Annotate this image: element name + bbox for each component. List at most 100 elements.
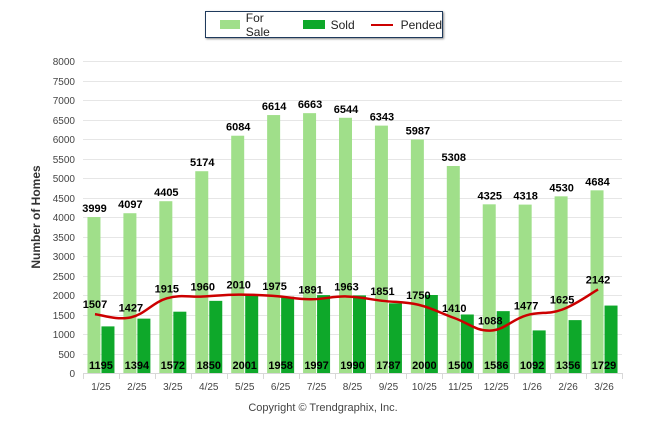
pended-data-label: 1915 (155, 283, 179, 295)
x-tick-label: 3/25 (163, 382, 183, 393)
sold-bar (424, 295, 438, 373)
for-sale-bar (554, 196, 568, 373)
for-sale-data-label: 4097 (118, 199, 142, 211)
x-tick-label: 10/25 (412, 382, 437, 393)
sold-data-label: 1195 (89, 360, 113, 372)
pended-data-label: 1851 (370, 286, 394, 298)
data-labels: 3999 1195 1507 4097 1394 1427 4405 1572 1915 5174… (82, 99, 616, 372)
for-sale-bar (482, 204, 496, 373)
y-tick-label: 6000 (53, 135, 76, 146)
sold-bar (317, 295, 331, 373)
sold-bar (101, 326, 115, 373)
for-sale-data-label: 6663 (298, 99, 322, 111)
for-sale-data-label: 6544 (334, 104, 359, 116)
y-tick-label: 3500 (53, 233, 76, 244)
sold-bar (245, 294, 259, 373)
sold-data-label: 1729 (592, 360, 616, 372)
for-sale-data-label: 6614 (262, 101, 287, 113)
sold-bar (568, 320, 582, 373)
pended-data-label: 1088 (478, 316, 502, 328)
sold-data-label: 1356 (556, 360, 580, 372)
legend-item-sold[interactable]: Sold (302, 17, 355, 32)
y-axis-label: Number of Homes (29, 165, 43, 269)
y-tick-label: 1000 (53, 330, 76, 341)
sold-data-label: 1787 (376, 360, 400, 372)
pended-data-label: 1975 (262, 281, 286, 293)
legend: For Sale Sold Pended (205, 11, 443, 39)
pended-data-label: 1960 (191, 282, 215, 294)
legend-label-sold: Sold (330, 17, 355, 32)
sold-bar (460, 314, 474, 373)
x-tick-label: 2/25 (127, 382, 147, 393)
copyright-text: Copyright © Trendgraphix, Inc. (248, 402, 398, 414)
sold-data-label: 1850 (197, 360, 221, 372)
for-sale-data-label: 4684 (585, 176, 610, 188)
pended-data-label: 1507 (83, 299, 107, 311)
x-tick-label: 1/25 (91, 382, 111, 393)
sold-bar (281, 296, 295, 373)
y-axis-ticks: 0 500 1000 1500 2000 2500 3000 3500 4000 4500 5000… (53, 57, 76, 380)
for-sale-swatch (220, 20, 240, 29)
pended-data-label: 1477 (514, 300, 538, 312)
for-sale-data-label: 5308 (442, 152, 466, 164)
sold-data-label: 1586 (484, 360, 508, 372)
x-tick-label: 9/25 (379, 382, 399, 393)
sold-data-label: 1092 (520, 360, 544, 372)
for-sale-bar (339, 117, 352, 373)
x-tick-label: 12/25 (484, 382, 509, 393)
for-sale-bar (303, 113, 317, 373)
for-sale-bar (87, 217, 101, 373)
for-sale-data-label: 4405 (154, 187, 178, 199)
pended-data-label: 2010 (226, 280, 250, 292)
sold-swatch (302, 20, 325, 29)
y-tick-label: 5000 (53, 174, 76, 185)
pended-data-label: 2142 (586, 274, 610, 286)
y-tick-label: 2500 (53, 272, 76, 283)
sold-bar (604, 305, 618, 373)
x-axis-ticks: 1/25 2/25 3/25 4/25 5/25 6/25 7/25 8/25 9/25 10/2… (83, 373, 623, 393)
sold-bar (353, 295, 366, 373)
y-tick-label: 4000 (53, 213, 76, 224)
pended-line (94, 288, 599, 332)
y-tick-label: 6500 (53, 116, 76, 127)
for-sale-data-label: 3999 (82, 203, 106, 215)
gridlines (83, 61, 622, 374)
x-tick-label: 1/26 (522, 382, 542, 393)
for-sale-bar (410, 139, 424, 373)
sold-bars (101, 294, 618, 373)
y-tick-label: 5500 (53, 155, 76, 166)
sold-bar (532, 330, 546, 373)
for-sale-bar (518, 204, 532, 373)
legend-label-pended: Pended (400, 17, 442, 32)
pended-data-label: 1750 (406, 290, 430, 302)
for-sale-bar (159, 201, 173, 373)
sold-data-label: 1500 (448, 360, 472, 372)
x-tick-label: 5/25 (235, 382, 255, 393)
sold-bar (173, 311, 187, 373)
for-sale-bar (195, 171, 209, 373)
for-sale-bar (231, 135, 245, 373)
y-tick-label: 2000 (53, 291, 76, 302)
y-tick-label: 0 (69, 369, 75, 380)
y-tick-label: 3000 (53, 252, 76, 263)
sold-bar (388, 303, 402, 373)
for-sale-data-label: 4530 (549, 182, 573, 194)
for-sale-data-label: 4325 (477, 190, 501, 202)
for-sale-bar (446, 165, 460, 373)
for-sale-bars (87, 113, 604, 373)
legend-label-for-sale: For Sale (245, 10, 270, 39)
y-tick-label: 8000 (53, 57, 76, 68)
sold-data-label: 2000 (412, 360, 436, 372)
x-tick-label: 7/25 (307, 382, 327, 393)
for-sale-bar (590, 190, 604, 373)
for-sale-data-label: 5987 (406, 126, 430, 138)
legend-item-pended[interactable]: Pended (370, 17, 442, 32)
legend-item-for-sale[interactable]: For Sale (220, 11, 287, 39)
pended-data-label: 1625 (550, 295, 574, 307)
y-tick-label: 500 (58, 350, 75, 361)
sold-data-label: 1572 (161, 360, 185, 372)
sold-data-label: 1990 (340, 360, 364, 372)
y-tick-label: 4500 (53, 194, 76, 205)
y-tick-label: 7000 (53, 96, 76, 107)
sold-data-label: 1394 (125, 360, 150, 372)
